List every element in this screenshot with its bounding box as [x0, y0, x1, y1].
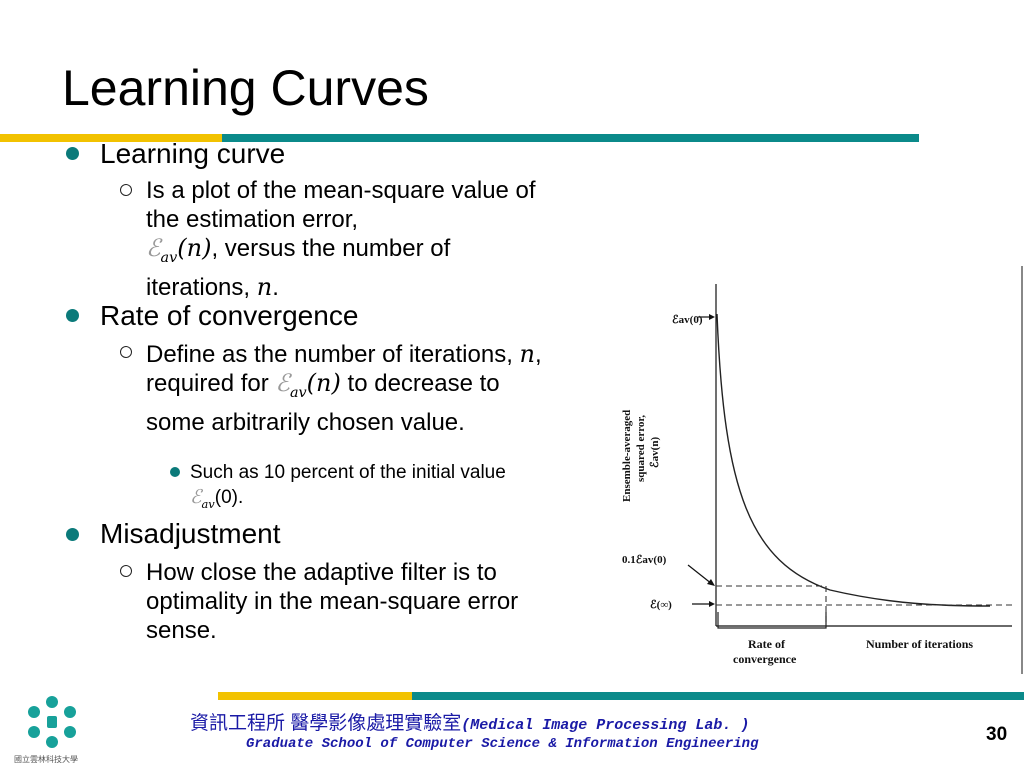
error-subscript: av: [160, 249, 178, 266]
n-symbol: n: [519, 340, 536, 368]
y-axis-label-line-3: ℰav(n): [649, 437, 661, 468]
learning-curve-definition: Is a plot of the mean-square value of th…: [146, 176, 556, 302]
bullet-dot-icon: [66, 528, 79, 541]
n-symbol: n: [316, 369, 332, 397]
rate-bracket: [717, 612, 827, 629]
close-paren: ): [202, 234, 212, 262]
bullet-dot-icon: [66, 147, 79, 160]
example-text-part-1: Such as 10 percent of the initial value: [190, 462, 506, 483]
third-level-bullet-icon: [170, 467, 180, 477]
rate-label-line-2: convergence: [733, 652, 797, 666]
learning-curve-figure: ℰav(0) 0.1ℰav(0) ℰ(∞) Ensemble-averaged …: [621, 266, 1023, 674]
error-symbol: ℰ: [275, 369, 290, 397]
bullet-rate-of-convergence: Rate of convergence: [100, 300, 359, 331]
y-axis-label: Ensemble-averaged squared error, ℰav(n): [621, 410, 661, 502]
rate-text-part-1: Define as the number of iterations,: [146, 341, 513, 368]
logo-text: 國立雲林科技大學: [14, 754, 78, 764]
learning-curve-line: [716, 313, 991, 607]
sub-bullet-ring-icon: [120, 184, 132, 196]
x-axis-label: Number of iterations: [866, 637, 973, 651]
definition-text-part-2: , versus the number of iterations,: [146, 235, 451, 301]
footer-lab-name: (Medical Image Processing Lab. ): [461, 717, 750, 734]
footer-chinese-name: 資訊工程所 醫學影像處理實驗室: [190, 713, 462, 734]
ten-percent-example: Such as 10 percent of the initial value …: [190, 460, 560, 517]
slide-title: Learning Curves: [62, 60, 429, 116]
misadjustment-definition: How close the adaptive filter is to opti…: [146, 559, 519, 644]
initial-arrowhead-icon: [709, 314, 715, 320]
example-text-part-2: (0).: [214, 487, 244, 508]
footer-lab-line: 資訊工程所 醫學影像處理實驗室(Medical Image Processing…: [190, 708, 749, 735]
final-error-label: ℰ(∞): [650, 599, 672, 611]
footer-bar-teal: [412, 692, 1024, 700]
open-paren: (: [306, 369, 317, 397]
final-arrowhead-icon: [709, 601, 715, 607]
ten-percent-tick-arrow: [687, 564, 713, 585]
ten-percent-arrowhead-icon: [707, 579, 715, 586]
page-number: 30: [986, 724, 1008, 745]
rate-label-line-1: Rate of: [748, 637, 786, 651]
error-symbol: ℰ: [146, 234, 161, 262]
error-subscript: av: [201, 496, 215, 511]
rate-definition: Define as the number of iterations, n, r…: [146, 340, 556, 437]
bullet-learning-curve: Learning curve: [100, 138, 286, 169]
y-axis-label-line-1: Ensemble-averaged: [621, 410, 633, 502]
rate-text-part-2: , required for: [146, 341, 542, 397]
footer-bar-yellow: [218, 692, 412, 700]
definition-text-part-3: .: [272, 273, 279, 301]
university-logo: 國立雲林科技大學: [14, 696, 78, 764]
sub-bullet-ring-icon: [120, 565, 132, 577]
n-symbol: n: [256, 272, 273, 301]
initial-error-label: ℰav(0): [672, 314, 703, 326]
title-underline-teal: [222, 134, 919, 142]
n-symbol: n: [186, 234, 203, 262]
close-paren: ): [331, 369, 341, 397]
rate-text-part-3: to decrease to some arbitrarily chosen v…: [146, 370, 500, 436]
definition-text-part-1: Is a plot of the mean-square value of th…: [146, 177, 536, 233]
error-symbol: ℰ: [190, 486, 202, 508]
logo-emblem-icon: [28, 696, 76, 748]
error-subscript: av: [289, 384, 307, 401]
sub-bullet-ring-icon: [120, 346, 132, 358]
bullet-misadjustment: Misadjustment: [100, 518, 281, 549]
title-underline-yellow: [0, 134, 222, 142]
y-axis-label-line-2: squared error,: [635, 415, 647, 482]
ten-percent-label: 0.1ℰav(0): [622, 554, 667, 566]
footer-school: Graduate School of Computer Science & In…: [246, 736, 759, 752]
bullet-dot-icon: [66, 309, 79, 322]
open-paren: (: [177, 234, 187, 262]
